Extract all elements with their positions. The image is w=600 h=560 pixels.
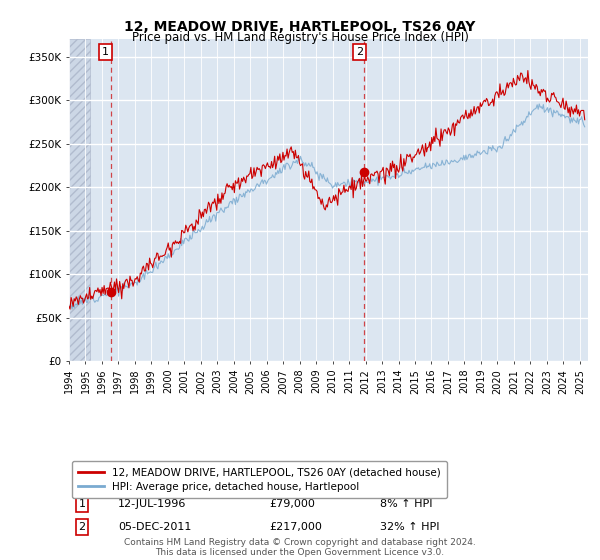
Text: £79,000: £79,000 <box>269 500 314 510</box>
Text: 1: 1 <box>102 47 109 57</box>
Text: 1: 1 <box>79 500 85 510</box>
Legend: 12, MEADOW DRIVE, HARTLEPOOL, TS26 0AY (detached house), HPI: Average price, det: 12, MEADOW DRIVE, HARTLEPOOL, TS26 0AY (… <box>71 461 447 498</box>
Text: 2: 2 <box>356 47 363 57</box>
Text: Price paid vs. HM Land Registry's House Price Index (HPI): Price paid vs. HM Land Registry's House … <box>131 31 469 44</box>
Text: 8% ↑ HPI: 8% ↑ HPI <box>380 500 433 510</box>
Text: 12, MEADOW DRIVE, HARTLEPOOL, TS26 0AY: 12, MEADOW DRIVE, HARTLEPOOL, TS26 0AY <box>124 20 476 34</box>
Text: 2: 2 <box>79 522 86 532</box>
Bar <box>69 39 91 361</box>
Text: Contains HM Land Registry data © Crown copyright and database right 2024.
This d: Contains HM Land Registry data © Crown c… <box>124 538 476 557</box>
Text: 32% ↑ HPI: 32% ↑ HPI <box>380 522 440 532</box>
Text: £217,000: £217,000 <box>269 522 322 532</box>
Text: 05-DEC-2011: 05-DEC-2011 <box>118 522 191 532</box>
Text: 12-JUL-1996: 12-JUL-1996 <box>118 500 187 510</box>
